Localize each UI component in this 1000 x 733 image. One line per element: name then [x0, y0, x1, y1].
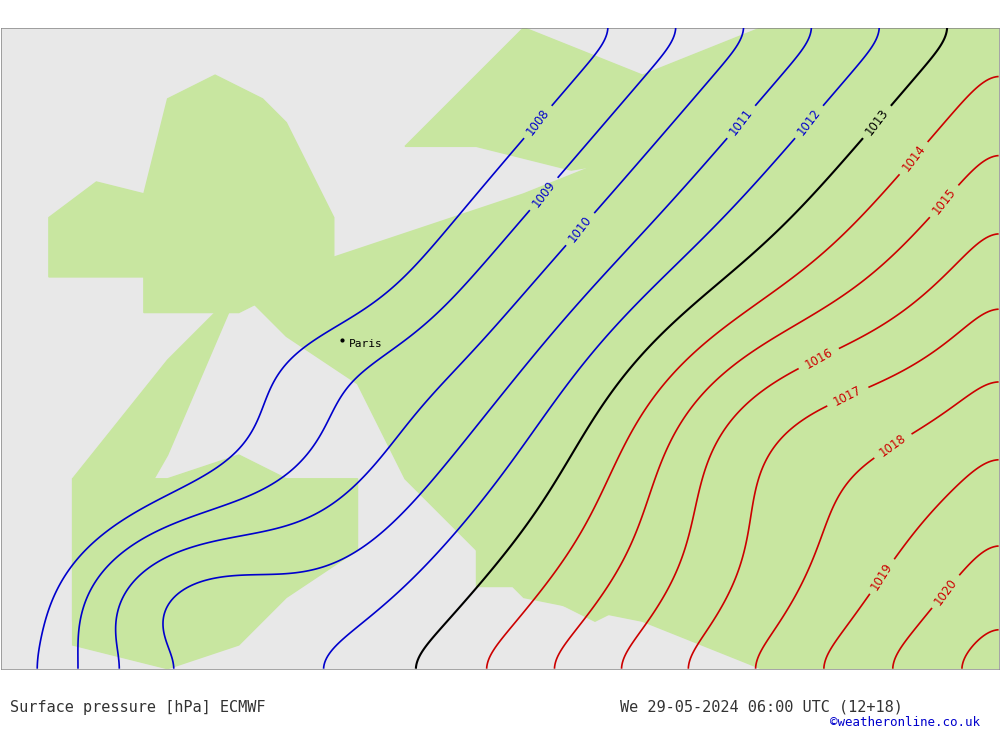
Polygon shape — [453, 455, 666, 622]
Text: 1016: 1016 — [802, 345, 835, 372]
Text: ©weatheronline.co.uk: ©weatheronline.co.uk — [830, 716, 980, 729]
Text: 1019: 1019 — [869, 561, 895, 593]
Text: 1012: 1012 — [795, 106, 823, 138]
Polygon shape — [49, 182, 144, 277]
Text: 1018: 1018 — [877, 432, 909, 460]
Text: Paris: Paris — [349, 339, 383, 349]
Polygon shape — [144, 75, 334, 312]
Polygon shape — [73, 455, 358, 668]
Text: 1020: 1020 — [931, 575, 960, 608]
Text: Surface pressure [hPa] ECMWF: Surface pressure [hPa] ECMWF — [10, 700, 266, 715]
Text: 1013: 1013 — [863, 106, 891, 138]
Text: We 29-05-2024 06:00 UTC (12+18): We 29-05-2024 06:00 UTC (12+18) — [620, 700, 903, 715]
Text: 1008: 1008 — [524, 106, 552, 138]
Text: 1014: 1014 — [899, 142, 928, 174]
Text: 1011: 1011 — [727, 106, 755, 138]
Text: 1017: 1017 — [831, 384, 864, 409]
Polygon shape — [405, 28, 999, 170]
Polygon shape — [476, 526, 512, 586]
Text: 1015: 1015 — [930, 185, 958, 217]
Text: 1010: 1010 — [566, 213, 594, 245]
Text: 1009: 1009 — [530, 178, 558, 210]
Polygon shape — [73, 28, 999, 668]
